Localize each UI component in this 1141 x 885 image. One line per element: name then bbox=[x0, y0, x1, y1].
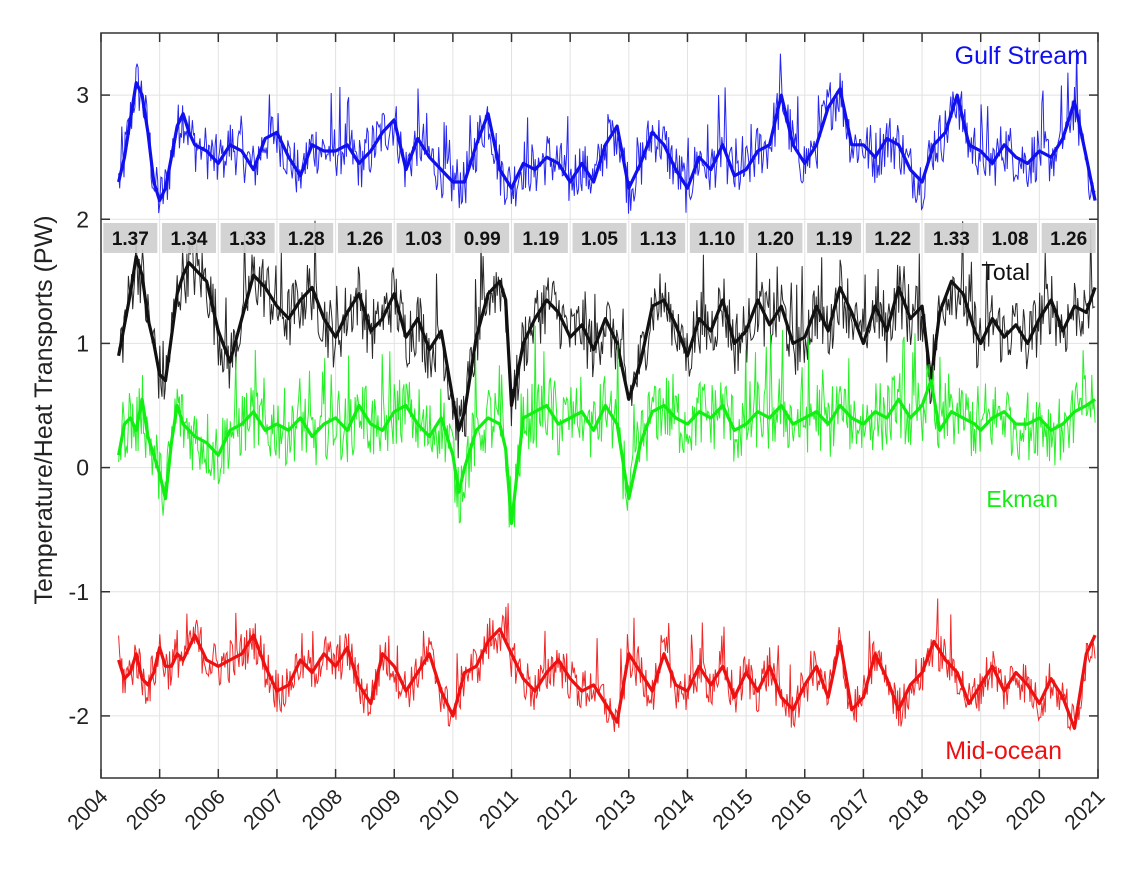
series-label: Gulf Stream bbox=[955, 42, 1088, 70]
smoothed-line bbox=[117, 254, 1097, 432]
annual-mean-labels: 1.37 1.34 1.33 1.28 1.26 1.03 0.99 1.19 1.05 1.13… bbox=[103, 223, 1096, 253]
y-tick-label: -2 bbox=[69, 703, 89, 729]
annual-label-box bbox=[631, 223, 686, 253]
series-labels: Gulf Stream Total Ekman Mid-ocean bbox=[945, 42, 1088, 765]
annual-label-box bbox=[337, 223, 392, 253]
annual-label: 1.37 bbox=[112, 229, 149, 250]
raw-line bbox=[118, 598, 1096, 732]
annual-label: 1.03 bbox=[405, 229, 442, 250]
series-gulf-stream bbox=[117, 49, 1097, 214]
raw-line bbox=[118, 49, 1096, 214]
annual-label-box bbox=[396, 223, 451, 253]
y-tick-label: 1 bbox=[76, 330, 89, 356]
y-tick-label: -1 bbox=[69, 579, 89, 605]
annual-label-box bbox=[983, 223, 1038, 253]
annual-label-box bbox=[807, 223, 862, 253]
annual-label: 1.20 bbox=[757, 229, 794, 250]
annual-label-box bbox=[455, 223, 510, 253]
annual-label-box bbox=[279, 223, 334, 253]
annual-label: 1.26 bbox=[346, 229, 383, 250]
annual-label-box bbox=[689, 223, 744, 253]
annual-label-box bbox=[220, 223, 275, 253]
series-label: Ekman bbox=[986, 486, 1058, 512]
series-group bbox=[117, 49, 1097, 732]
series-label: Total bbox=[981, 259, 1030, 285]
y-axis-label: Temperature/Heat Transports (PW) bbox=[30, 215, 58, 604]
annual-label: 1.33 bbox=[229, 229, 266, 250]
annual-label: 1.19 bbox=[522, 229, 559, 250]
annual-label-box bbox=[924, 223, 979, 253]
annual-label-box bbox=[572, 223, 627, 253]
annual-label: 1.22 bbox=[874, 229, 911, 250]
annual-label: 1.33 bbox=[933, 229, 970, 250]
annual-label: 0.99 bbox=[464, 229, 501, 250]
annual-label-box bbox=[161, 223, 216, 253]
y-tick-label: 3 bbox=[76, 82, 89, 108]
annual-label: 1.05 bbox=[581, 229, 618, 250]
annual-label: 1.13 bbox=[640, 229, 677, 250]
plot-frame bbox=[100, 32, 1099, 779]
series-ekman bbox=[117, 325, 1097, 528]
y-tick-label: 0 bbox=[76, 455, 89, 481]
annual-label: 1.08 bbox=[992, 229, 1029, 250]
annual-label-box bbox=[1041, 223, 1096, 253]
y-tick-label: 2 bbox=[76, 206, 89, 232]
annual-label-box bbox=[748, 223, 803, 253]
smoothed-line bbox=[117, 379, 1097, 526]
series-label: Mid-ocean bbox=[945, 737, 1062, 765]
annual-label: 1.19 bbox=[816, 229, 853, 250]
annual-label: 1.10 bbox=[698, 229, 735, 250]
annual-label-box bbox=[103, 223, 158, 253]
annual-label-box bbox=[865, 223, 920, 253]
annual-label-box bbox=[513, 223, 568, 253]
smoothed-line bbox=[117, 627, 1097, 730]
smoothed-line bbox=[117, 81, 1097, 203]
annual-label: 1.26 bbox=[1050, 229, 1087, 250]
annual-label: 1.28 bbox=[288, 229, 325, 250]
series-mid-ocean bbox=[117, 598, 1097, 732]
annual-label: 1.34 bbox=[170, 229, 207, 250]
